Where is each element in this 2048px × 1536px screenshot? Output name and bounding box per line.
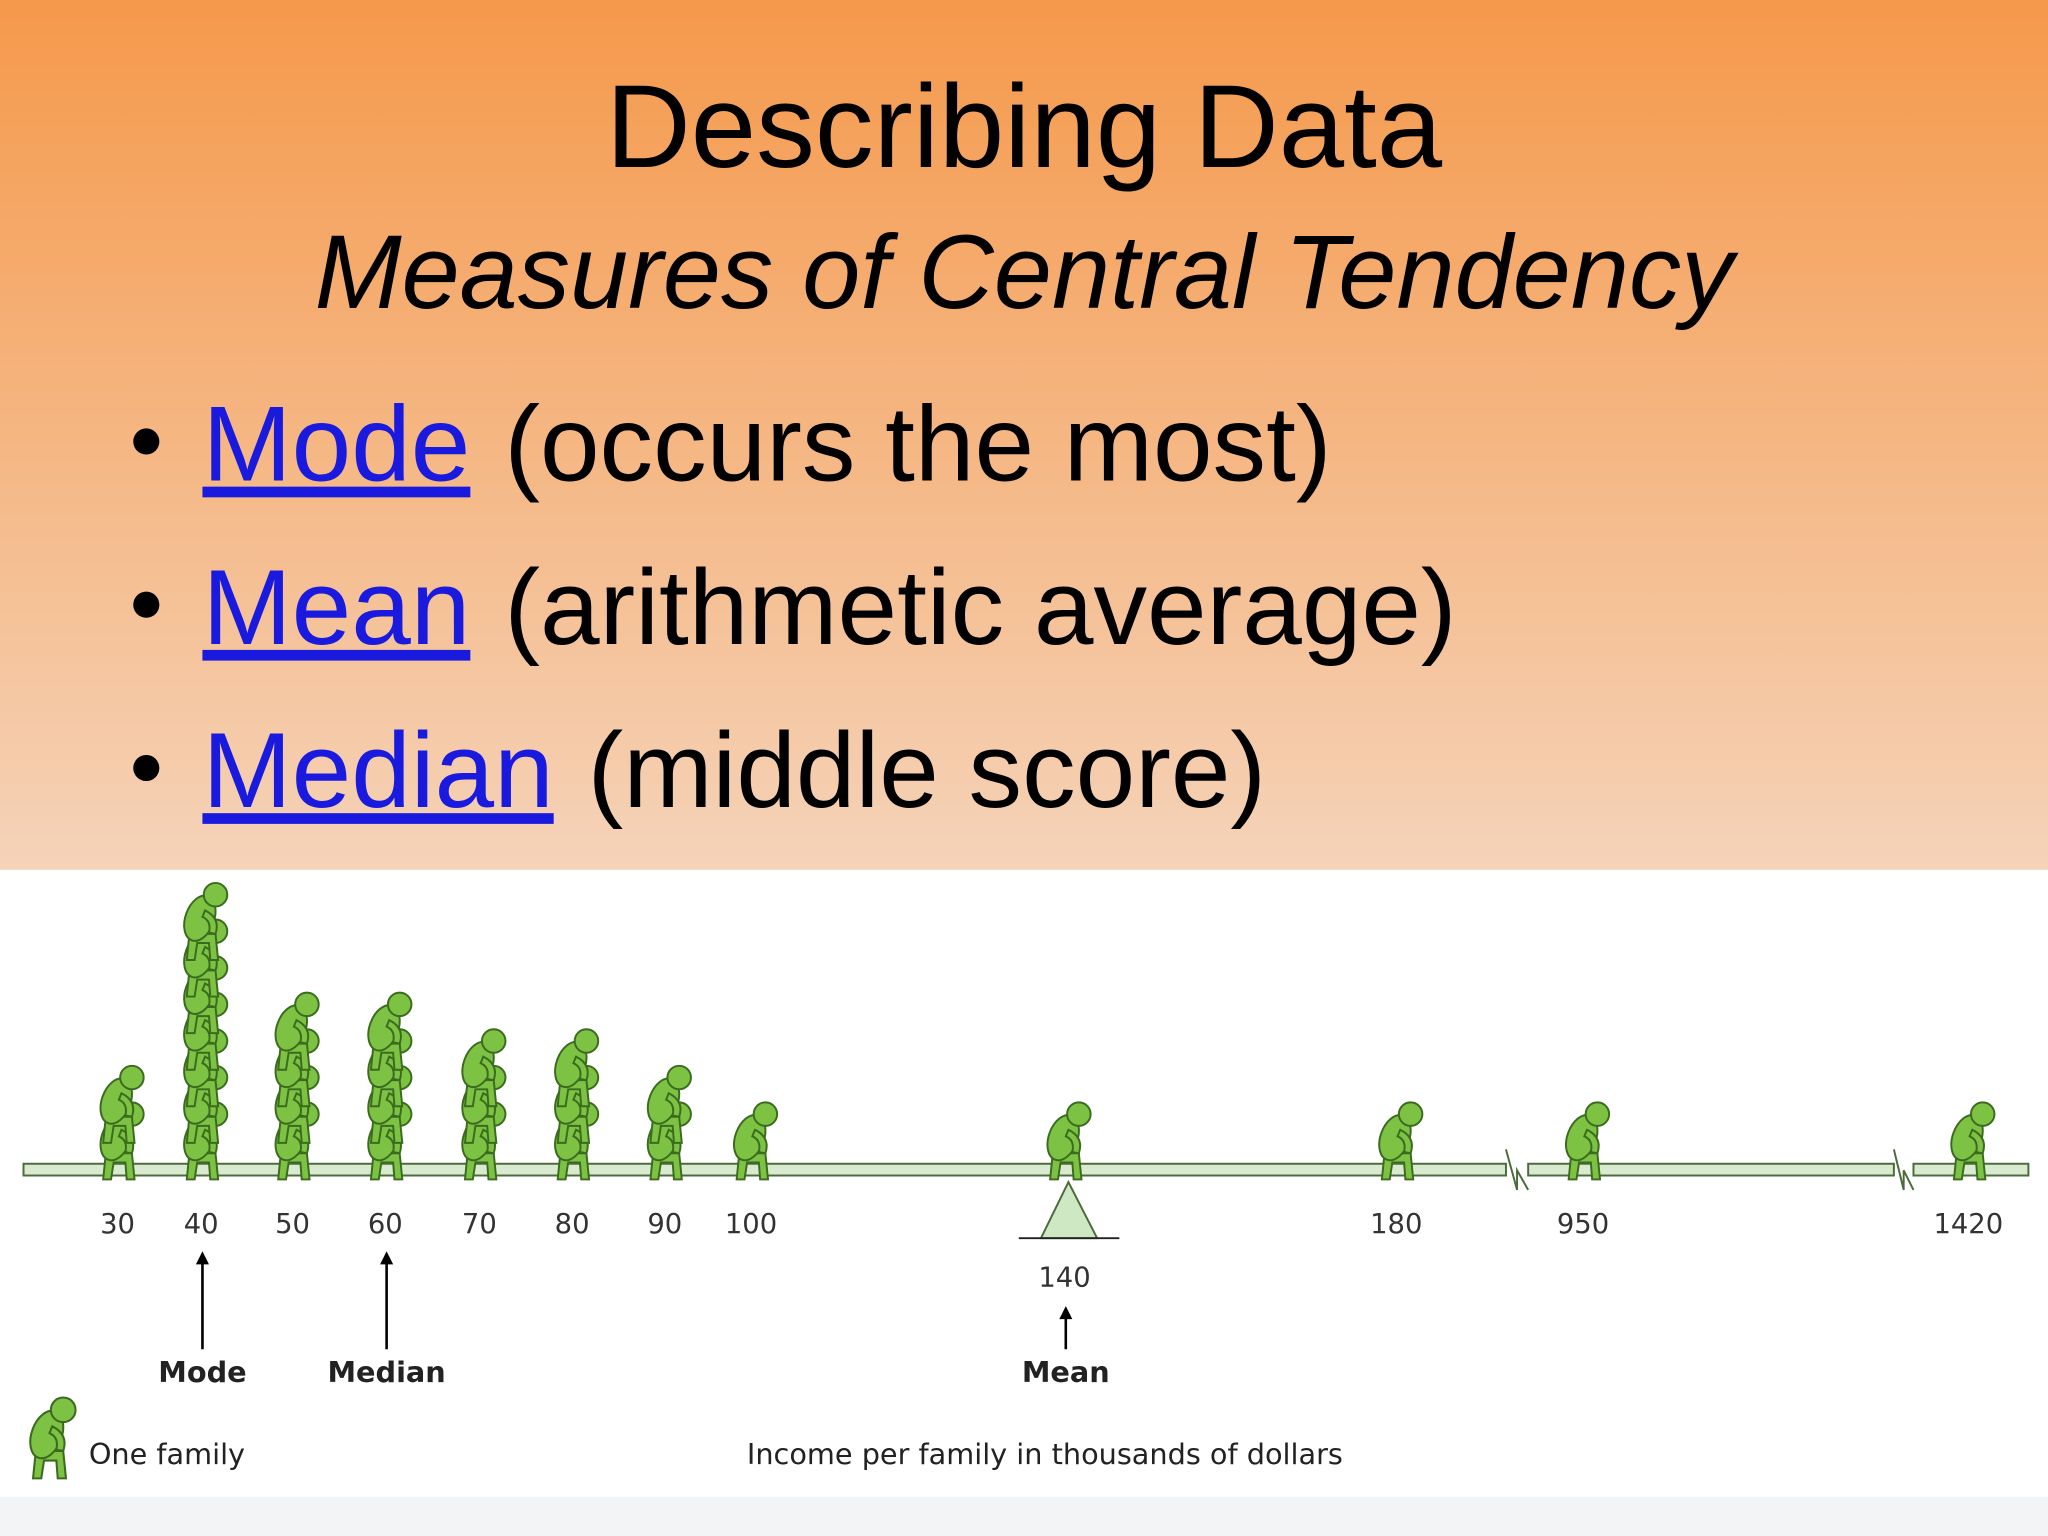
- figure-arm: [117, 1091, 135, 1118]
- bullet-text: Mean (arithmetic average): [202, 547, 1456, 667]
- figure-arm: [572, 1055, 589, 1082]
- family-figure: [99, 1064, 145, 1144]
- x-axis-title: Income per family in thousands of dollar…: [747, 1437, 1343, 1471]
- family-figure: [29, 1396, 77, 1480]
- x-tick-label: 80: [555, 1209, 590, 1240]
- slide-background: [0, 0, 2048, 870]
- figure-stack: [1046, 1101, 1092, 1181]
- figure-head: [752, 1101, 779, 1127]
- arrow-head: [380, 1251, 394, 1265]
- bullet-description: (arithmetic average): [504, 547, 1456, 667]
- figure-arm: [751, 1128, 768, 1155]
- bullet-dot: [133, 754, 160, 782]
- figure-arm: [1396, 1128, 1413, 1155]
- title: Describing Data: [606, 61, 1443, 192]
- annotation-label: Mean: [1022, 1355, 1110, 1389]
- figure-stack: [1565, 1101, 1611, 1181]
- figure-arm: [201, 909, 218, 936]
- figure-head: [1969, 1101, 1996, 1127]
- figure-head: [480, 1028, 507, 1054]
- legend-label: One family: [89, 1437, 245, 1471]
- x-tick-label: 100: [725, 1209, 777, 1240]
- figure-head: [1397, 1101, 1424, 1127]
- figure-arm: [385, 1018, 402, 1045]
- x-tick-label: 40: [184, 1209, 219, 1240]
- family-figure: [1046, 1101, 1092, 1181]
- figure-head: [1584, 1101, 1611, 1127]
- x-tick-label: 60: [368, 1209, 403, 1240]
- figure-stack: [733, 1101, 779, 1181]
- family-figure: [733, 1101, 779, 1181]
- bullet-dot: [133, 591, 160, 618]
- figure-head: [202, 881, 229, 908]
- family-figure: [461, 1028, 507, 1108]
- family-figure: [1565, 1101, 1611, 1181]
- bullet-link[interactable]: Mean: [202, 547, 470, 667]
- figure-stack: [554, 1028, 600, 1181]
- chart-panel: [0, 869, 2048, 1497]
- axis-break: [1892, 1149, 1915, 1191]
- figure-arm: [1583, 1128, 1600, 1155]
- family-figure: [554, 1028, 600, 1108]
- x-tick-label: 50: [275, 1209, 310, 1240]
- x-tick-label: 1420: [1933, 1209, 2003, 1240]
- figure-arm: [664, 1091, 682, 1118]
- figure-arm: [1064, 1128, 1082, 1155]
- figure-stack: [367, 991, 413, 1181]
- figure-arm: [1968, 1128, 1985, 1155]
- bullet-text: Median (middle score): [202, 710, 1266, 830]
- x-tick-label: 950: [1557, 1209, 1609, 1240]
- figure-arm: [48, 1424, 66, 1453]
- axis-break: [1505, 1149, 1530, 1191]
- figure-head: [294, 991, 320, 1018]
- arrow-head: [195, 1251, 209, 1265]
- x-tick-label: 140: [1038, 1263, 1090, 1294]
- figure-arm: [479, 1055, 496, 1082]
- axis-bar: [1527, 1162, 1895, 1177]
- bullet-description: (middle score): [588, 710, 1266, 830]
- bullet-text: Mode (occurs the most): [202, 384, 1331, 504]
- bullet-list: Mode (occurs the most) Mean (arithmetic ave…: [133, 384, 1457, 830]
- annotation-label: Median: [327, 1355, 445, 1389]
- x-tick-label: 180: [1370, 1209, 1422, 1240]
- chart: 30 40 50 60 70 80 90 100 140 180 950 1420 Mode Median…: [22, 881, 2030, 1480]
- figure-arm: [292, 1018, 310, 1045]
- arrow-head: [1059, 1306, 1073, 1320]
- x-tick-label: 90: [647, 1209, 682, 1240]
- subtitle: Measures of Central Tendency: [315, 214, 1740, 331]
- family-figure: [646, 1064, 692, 1144]
- figure-stack: [1950, 1101, 1996, 1181]
- family-figure: [183, 881, 229, 961]
- figure-stack: [461, 1028, 507, 1181]
- figure-head: [49, 1396, 77, 1424]
- figure-stack: [99, 1064, 145, 1181]
- family-figure: [367, 991, 413, 1071]
- axis-bar: [1912, 1162, 2030, 1177]
- figure-head: [386, 991, 413, 1018]
- figure-stack: [646, 1064, 692, 1181]
- annotation-label: Mode: [158, 1355, 246, 1389]
- bullet-link[interactable]: Median: [202, 710, 553, 830]
- family-figure: [1950, 1101, 1996, 1181]
- figure-stack: [1378, 1101, 1424, 1181]
- figure-head: [119, 1064, 145, 1091]
- figure-head: [1066, 1101, 1092, 1127]
- figure-head: [573, 1028, 600, 1054]
- figure-head: [666, 1064, 692, 1091]
- bullet-description: (occurs the most): [504, 384, 1331, 504]
- bullet-dot: [133, 428, 160, 455]
- x-tick-label: 70: [462, 1209, 497, 1240]
- family-figure: [274, 991, 320, 1071]
- bullet-link[interactable]: Mode: [202, 384, 470, 504]
- family-figure: [1378, 1101, 1424, 1181]
- x-tick-label: 30: [100, 1209, 135, 1240]
- figure-stack: [274, 991, 320, 1181]
- figure-stack: [183, 881, 229, 1181]
